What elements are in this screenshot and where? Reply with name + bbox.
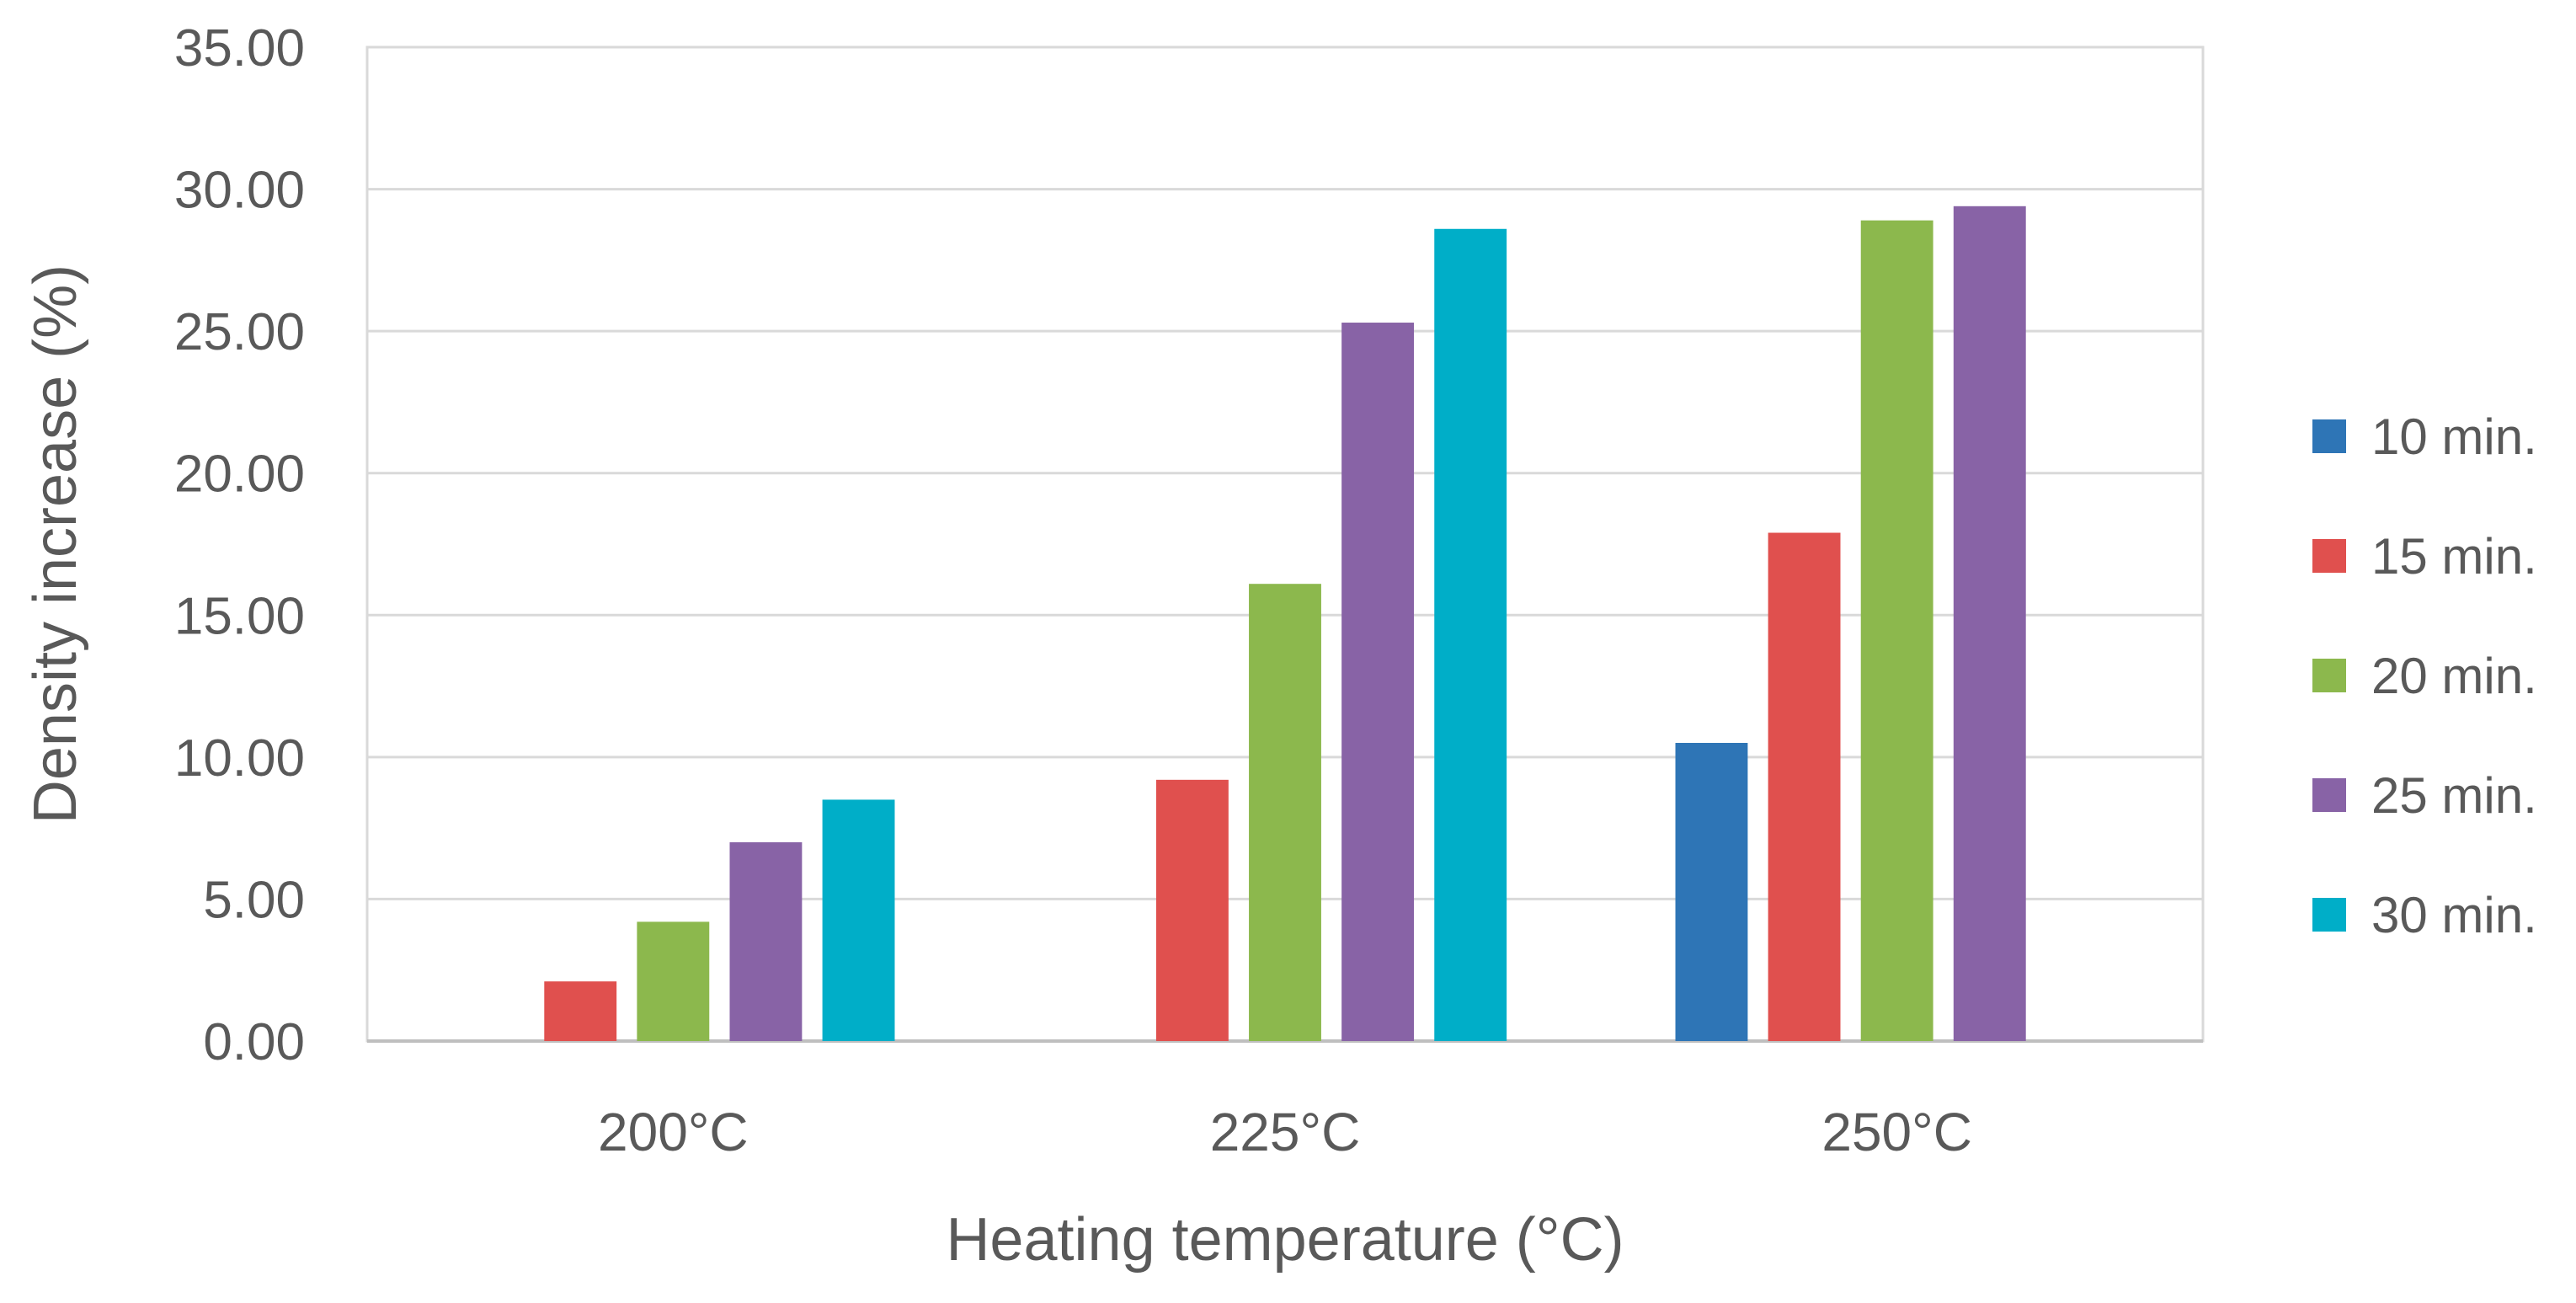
y-tick-label: 10.00 xyxy=(174,729,305,788)
bar xyxy=(1675,743,1748,1041)
bar xyxy=(637,921,710,1041)
bar xyxy=(729,842,803,1041)
y-tick-label: 15.00 xyxy=(174,587,305,645)
x-tick-label: 200°C xyxy=(598,1102,749,1162)
x-axis-title: Heating temperature (°C) xyxy=(946,1206,1624,1274)
y-axis-title: Density increase (%) xyxy=(22,264,89,824)
y-tick-label: 20.00 xyxy=(174,446,305,504)
bar xyxy=(1768,532,1841,1041)
legend: 10 min. 15 min. 20 min. 25 min. 30 min. xyxy=(2312,409,2537,943)
legend-swatch xyxy=(2312,419,2346,453)
y-tick-label: 30.00 xyxy=(174,162,305,220)
bar xyxy=(822,799,895,1041)
bar xyxy=(1860,220,1933,1042)
y-tick-label: 35.00 xyxy=(174,19,305,77)
legend-label: 30 min. xyxy=(2371,887,2537,943)
y-tick-label: 5.00 xyxy=(203,871,305,929)
legend-swatch xyxy=(2312,539,2346,573)
y-tick-label: 0.00 xyxy=(203,1013,305,1071)
legend-label: 25 min. xyxy=(2371,767,2537,824)
legend-label: 15 min. xyxy=(2371,528,2537,585)
legend-label: 20 min. xyxy=(2371,648,2537,704)
legend-swatch xyxy=(2312,898,2346,932)
bar xyxy=(1249,584,1321,1041)
bar xyxy=(1434,228,1507,1041)
bar xyxy=(1953,206,2026,1042)
legend-label: 10 min. xyxy=(2371,409,2537,465)
legend-swatch xyxy=(2312,778,2346,812)
x-tick-label: 225°C xyxy=(1210,1102,1361,1162)
y-axis-ticks: 0.00 5.00 10.00 15.00 20.00 25.00 30.00 35.00 xyxy=(174,19,305,1071)
x-tick-label: 250°C xyxy=(1821,1102,1972,1162)
legend-swatch xyxy=(2312,659,2346,692)
y-tick-label: 25.00 xyxy=(174,303,305,361)
x-axis-ticks: 200°C 225°C 250°C xyxy=(598,1102,1972,1162)
bars xyxy=(544,206,2026,1042)
bar xyxy=(1341,323,1415,1041)
bar xyxy=(544,981,617,1041)
bar xyxy=(1155,779,1229,1041)
